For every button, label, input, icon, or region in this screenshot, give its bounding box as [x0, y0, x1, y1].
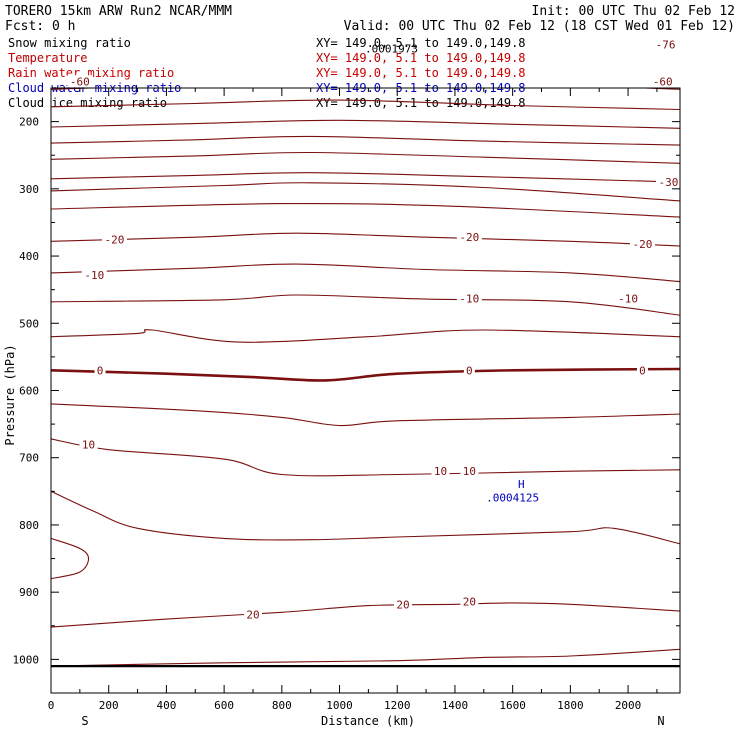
contour-label: -30 [659, 176, 679, 189]
init-time: Init: 00 UTC Thu 02 Feb 12 [532, 4, 736, 19]
y-tick-label: 900 [19, 586, 39, 599]
contour-label: -60 [653, 75, 673, 88]
isotherm-line [51, 329, 680, 343]
isotherm-line [51, 490, 680, 545]
contour-label: 10 [82, 438, 95, 451]
field-xy: XY= 149.0, 5.1 to 149.0,149.8 [316, 96, 526, 110]
isotherm-line [51, 182, 680, 202]
field-annotation: .0001973 [365, 42, 418, 55]
x-tick-label: 1000 [326, 699, 353, 712]
y-tick-label: 700 [19, 452, 39, 465]
contour-label-bg [67, 75, 93, 88]
field-annotation: H [518, 478, 525, 491]
x-axis-title: Distance (km) [321, 714, 415, 728]
contour-label-bg [463, 364, 475, 377]
x-tick-label: 0 [48, 699, 55, 712]
y-tick-label: 300 [19, 183, 39, 196]
y-tick-label: 500 [19, 317, 39, 330]
isotherm-line [51, 438, 680, 477]
x-tick-label: 2000 [615, 699, 642, 712]
isotherm-line [51, 151, 680, 164]
contour-label: -76 [656, 38, 676, 51]
contour-label: 0 [97, 364, 104, 377]
contour-label-bg [456, 292, 482, 305]
isotherm-line [51, 135, 680, 146]
contour-label: 10 [463, 465, 476, 478]
isotherm-line [51, 367, 680, 382]
x-tick-label: 1400 [442, 699, 469, 712]
contour-label-bg [460, 595, 479, 608]
plot-frame [50, 87, 681, 694]
y-tick-label: 600 [19, 385, 39, 398]
isotherm-line [51, 99, 680, 111]
contour-label: -20 [459, 231, 479, 244]
contour-label: 10 [434, 465, 447, 478]
x-tick-label: 800 [272, 699, 292, 712]
field-xy: XY= 149.0, 5.1 to 149.0,149.8 [316, 51, 526, 65]
isotherm-line [51, 263, 680, 283]
contour-label-bg [650, 75, 676, 88]
contour-label-bg [101, 233, 127, 246]
field-name: Temperature [8, 51, 87, 65]
contour-label-bg [243, 608, 262, 621]
contour-label-bg [636, 364, 648, 377]
contour-label-bg [460, 465, 479, 478]
contour-label-bg [431, 465, 450, 478]
contour-label-bg [653, 38, 679, 51]
y-tick-label: 400 [19, 250, 39, 263]
y-tick-label: 800 [19, 519, 39, 532]
y-tick-label: 1000 [13, 653, 40, 666]
x-tick-label: 1600 [499, 699, 526, 712]
y-axis-title: Pressure (hPa) [3, 344, 17, 445]
contour-label: -10 [459, 292, 479, 305]
contour-label-bg [79, 438, 98, 451]
contour-label-bg [655, 176, 681, 189]
x-tick-label: 600 [214, 699, 234, 712]
contour-label-bg [629, 237, 655, 250]
field-xy: XY= 149.0, 5.1 to 149.0,149.8 [316, 36, 526, 50]
cloud-water-contour [50, 537, 90, 580]
contour-label: -20 [105, 233, 125, 246]
isotherm-line [51, 602, 680, 628]
contour-label: -60 [70, 75, 90, 88]
contour-label: -20 [633, 238, 653, 251]
field-annotation: .0004125 [486, 491, 539, 504]
field-xy: XY= 149.0, 5.1 to 149.0,149.8 [316, 66, 526, 80]
x-tick-label: 1800 [557, 699, 584, 712]
contour-label-bg [94, 364, 106, 377]
contour-label-bg [456, 231, 482, 244]
x-tick-label: 200 [99, 699, 119, 712]
contour-label: -10 [84, 269, 104, 282]
model-title: TORERO 15km ARW Run2 NCAR/MMM [5, 4, 232, 19]
field-name: Snow mixing ratio [8, 36, 131, 50]
contour-label: 20 [396, 598, 409, 611]
x-end-label-south: S [81, 714, 88, 728]
contour-label: 20 [246, 608, 259, 621]
x-end-label-north: N [657, 714, 664, 728]
x-tick-label: 1200 [384, 699, 411, 712]
contour-label-bg [394, 598, 413, 611]
contour-label-bg [81, 268, 107, 281]
field-legend: Snow mixing ratio XY= 149.0, 5.1 to 149.… [8, 36, 526, 110]
isotherm-line [51, 202, 680, 218]
isotherm-line [51, 403, 680, 427]
isotherm-line [51, 232, 680, 247]
isotherm-line [51, 648, 680, 667]
forecast-hour: Fcst: 0 h [5, 19, 75, 34]
contour-label: 0 [639, 364, 646, 377]
field-name: Cloud ice mixing ratio [8, 96, 167, 110]
y-tick-label: 200 [19, 116, 39, 129]
isotherm-line [51, 172, 680, 183]
valid-time: Valid: 00 UTC Thu 02 Feb 12 (18 CST Wed … [344, 19, 735, 34]
contour-label-bg [615, 292, 641, 305]
x-tick-label: 400 [156, 699, 176, 712]
contour-label: 20 [463, 596, 476, 609]
contour-label: 0 [466, 364, 473, 377]
field-name: Rain water mixing ratio [8, 66, 174, 80]
isotherm-line [51, 119, 680, 129]
isotherm-line [51, 294, 680, 316]
contour-label: -10 [618, 292, 638, 305]
